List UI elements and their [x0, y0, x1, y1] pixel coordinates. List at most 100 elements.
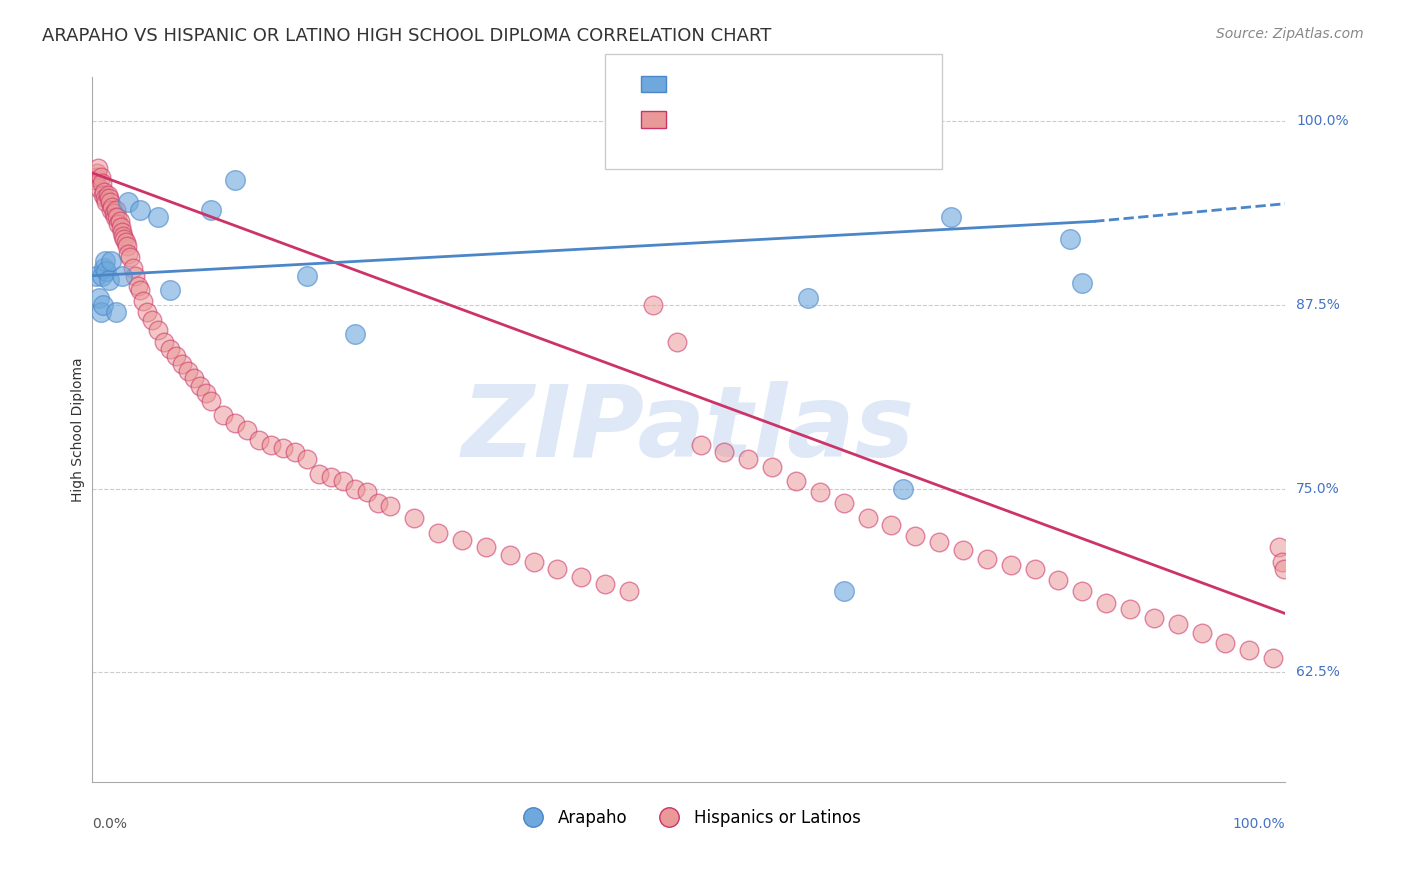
- Point: [141, 312, 163, 326]
- Point: [159, 342, 181, 356]
- Point: [105, 305, 128, 319]
- Text: 201: 201: [773, 113, 806, 128]
- Point: [271, 441, 294, 455]
- Text: 0.100: 0.100: [682, 78, 730, 92]
- Point: [87, 161, 110, 176]
- Text: ARAPAHO VS HISPANIC OR LATINO HIGH SCHOOL DIPLOMA CORRELATION CHART: ARAPAHO VS HISPANIC OR LATINO HIGH SCHOO…: [42, 27, 772, 45]
- Text: 100.0%: 100.0%: [1233, 817, 1285, 831]
- Point: [1239, 643, 1261, 657]
- Point: [499, 548, 522, 562]
- Point: [295, 452, 318, 467]
- Point: [83, 173, 105, 187]
- Text: R =: R =: [626, 113, 654, 128]
- Point: [367, 496, 389, 510]
- Point: [1167, 616, 1189, 631]
- Point: [522, 555, 544, 569]
- Point: [104, 210, 127, 224]
- Point: [108, 214, 131, 228]
- Point: [129, 284, 152, 298]
- Point: [404, 511, 426, 525]
- Point: [120, 250, 142, 264]
- Point: [451, 533, 474, 547]
- Point: [343, 482, 366, 496]
- Point: [93, 261, 115, 276]
- Point: [713, 445, 735, 459]
- Point: [1272, 562, 1295, 576]
- Point: [212, 408, 235, 422]
- Point: [200, 393, 222, 408]
- Point: [1024, 562, 1046, 576]
- Point: [260, 437, 283, 451]
- Text: 75.0%: 75.0%: [1296, 482, 1340, 496]
- Point: [112, 229, 135, 244]
- Point: [127, 279, 149, 293]
- Point: [224, 173, 246, 187]
- Point: [893, 482, 915, 496]
- Point: [761, 459, 783, 474]
- Point: [176, 364, 198, 378]
- Point: [98, 195, 121, 210]
- Point: [939, 210, 962, 224]
- Point: [97, 191, 120, 205]
- Point: [832, 584, 855, 599]
- Point: [880, 518, 903, 533]
- Point: [117, 195, 139, 210]
- Point: [928, 534, 950, 549]
- Point: [90, 305, 112, 319]
- Point: [93, 185, 115, 199]
- Point: [808, 484, 831, 499]
- Point: [115, 239, 138, 253]
- Point: [641, 298, 664, 312]
- Point: [89, 291, 111, 305]
- Point: [737, 452, 759, 467]
- Text: 62.5%: 62.5%: [1296, 665, 1340, 679]
- Point: [194, 386, 217, 401]
- Point: [100, 254, 122, 268]
- Point: [475, 541, 498, 555]
- Text: ZIPatlas: ZIPatlas: [463, 382, 915, 478]
- Point: [236, 423, 259, 437]
- Point: [97, 188, 120, 202]
- Point: [107, 217, 129, 231]
- Point: [105, 210, 128, 224]
- Point: [90, 170, 112, 185]
- Point: [1095, 596, 1118, 610]
- Point: [689, 437, 711, 451]
- Point: [112, 232, 135, 246]
- Point: [904, 528, 927, 542]
- Point: [308, 467, 330, 481]
- Point: [356, 484, 378, 499]
- Point: [200, 202, 222, 217]
- Point: [224, 416, 246, 430]
- Point: [132, 293, 155, 308]
- Point: [84, 170, 107, 185]
- Point: [100, 202, 122, 217]
- Point: [96, 195, 118, 210]
- Point: [165, 350, 187, 364]
- Point: [1059, 232, 1081, 246]
- Text: N=: N=: [738, 78, 762, 92]
- Y-axis label: High School Diploma: High School Diploma: [72, 358, 86, 502]
- Point: [91, 188, 114, 202]
- Point: [117, 246, 139, 260]
- Point: [295, 268, 318, 283]
- Point: [152, 334, 174, 349]
- Point: [1263, 650, 1285, 665]
- Point: [136, 305, 159, 319]
- Point: [797, 291, 820, 305]
- Point: [146, 323, 169, 337]
- Point: [1119, 602, 1142, 616]
- Point: [121, 261, 143, 276]
- Point: [427, 525, 450, 540]
- Point: [247, 433, 270, 447]
- Point: [86, 166, 108, 180]
- Text: 26: 26: [773, 78, 794, 92]
- Point: [111, 225, 134, 239]
- Point: [90, 268, 112, 283]
- Point: [1000, 558, 1022, 572]
- Point: [105, 202, 128, 217]
- Point: [1047, 573, 1070, 587]
- Point: [1071, 276, 1094, 290]
- Point: [188, 379, 211, 393]
- Point: [129, 202, 152, 217]
